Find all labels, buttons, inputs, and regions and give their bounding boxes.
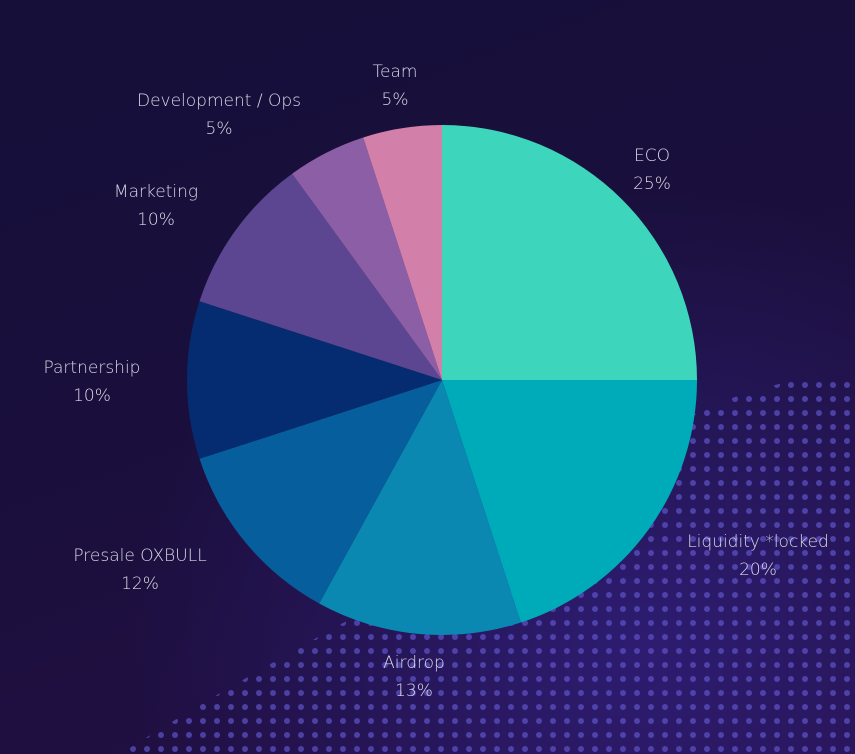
pie-slice <box>319 380 521 636</box>
pie <box>186 125 697 636</box>
pie-slice <box>186 301 442 459</box>
slice-value-label: 13% <box>395 681 433 701</box>
slice-label: Liquidity *locked <box>687 532 829 552</box>
slice-value-label: 12% <box>121 574 159 594</box>
slice-label: ECO <box>634 146 670 166</box>
slice-value-label: 20% <box>739 560 777 580</box>
slice-value-label: 10% <box>73 386 111 406</box>
pie-slice <box>363 125 442 380</box>
pie-slice <box>199 380 442 604</box>
labels: ECO 25% Liquidity *locked 20% Airdrop 13% Pres… <box>44 62 829 701</box>
pie-slice <box>442 380 697 623</box>
slice-label: Airdrop <box>383 653 445 673</box>
slice-label: Presale OXBULL <box>73 546 206 566</box>
slice-value-label: 10% <box>137 210 175 230</box>
slice-value-label: 5% <box>206 119 233 139</box>
slice-value-label: 5% <box>382 90 409 110</box>
slice-label: Marketing <box>114 182 198 202</box>
slice-label: Team <box>373 62 418 82</box>
slice-value-label: 25% <box>633 174 671 194</box>
pie-slice <box>292 137 442 380</box>
pie-slice <box>442 125 697 380</box>
slice-label: Development / Ops <box>137 91 301 111</box>
slice-label: Partnership <box>44 358 141 378</box>
pie-slice <box>199 173 442 380</box>
